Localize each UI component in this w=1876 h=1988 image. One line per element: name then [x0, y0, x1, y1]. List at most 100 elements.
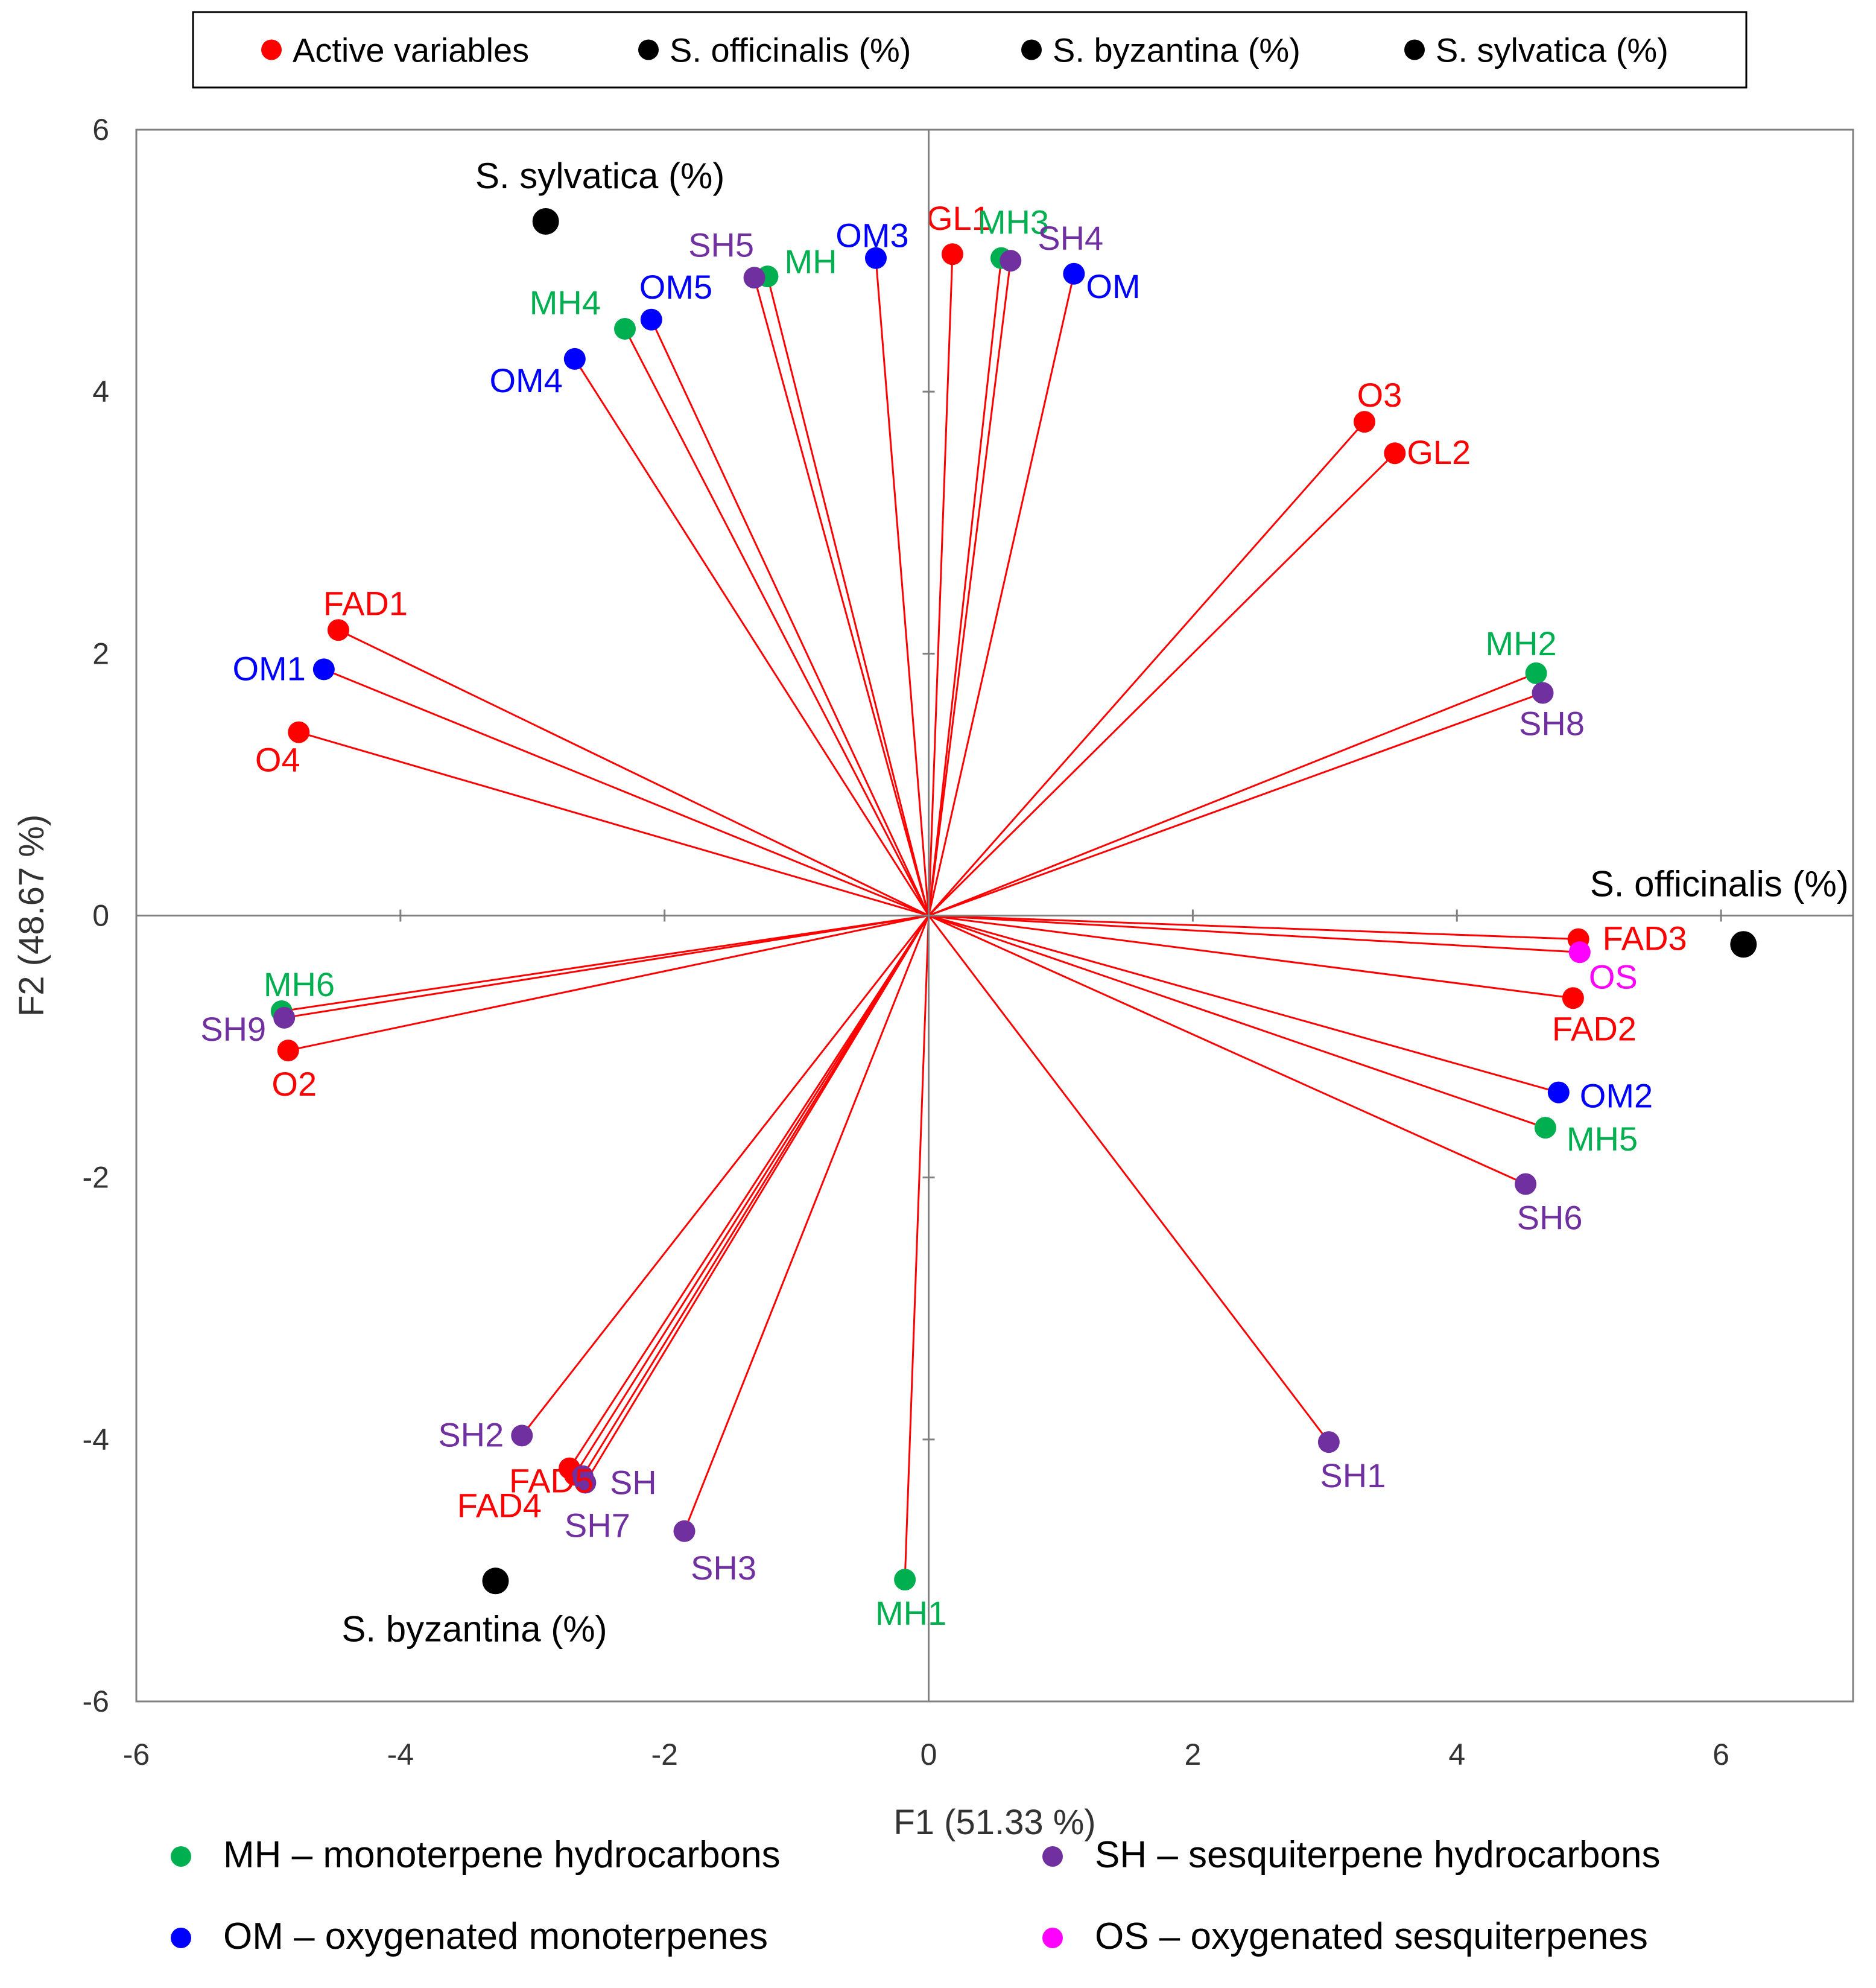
legend-entry-label: S. officinalis (%)	[670, 31, 911, 69]
y-tick-label: -4	[83, 1423, 109, 1456]
vector-mh	[766, 276, 930, 916]
label-om1: OM1	[233, 649, 306, 687]
point-fad1	[327, 619, 349, 641]
point-mh5	[1534, 1117, 1556, 1139]
vector-om4	[574, 358, 930, 916]
point-o3	[1353, 411, 1375, 433]
group-legend-label: OM – oxygenated monoterpenes	[223, 1916, 768, 1957]
point-mh2	[1525, 662, 1547, 684]
point-os	[1568, 941, 1591, 964]
label-sh7: SH7	[565, 1506, 630, 1544]
label-gl2: GL2	[1407, 433, 1471, 471]
group-legend-marker	[171, 1846, 191, 1867]
observation-point	[482, 1567, 509, 1595]
group-legend-label: MH – monoterpene hydrocarbons	[223, 1834, 781, 1876]
group-legend-marker	[1042, 1928, 1063, 1948]
vector-om5	[650, 319, 930, 916]
point-sh7	[574, 1472, 597, 1494]
label-sh2: SH2	[438, 1415, 504, 1453]
label-o2: O2	[271, 1065, 317, 1103]
vector-o4	[298, 731, 929, 916]
vector-mh1	[904, 915, 930, 1580]
vector-mh6	[281, 915, 929, 1012]
point-gl1	[941, 243, 963, 265]
vector-o2	[288, 915, 929, 1052]
point-om	[1063, 262, 1085, 285]
vector-sh6	[928, 915, 1526, 1185]
label-fad5: FAD5	[509, 1462, 594, 1500]
label-mh: MH	[784, 243, 837, 281]
label-om5: OM5	[639, 268, 712, 306]
label-sh8: SH8	[1519, 704, 1585, 742]
group-legend-marker	[171, 1928, 191, 1948]
label-sh: SH	[610, 1464, 657, 1502]
vector-os	[928, 915, 1580, 953]
group-legend-marker	[1042, 1846, 1063, 1867]
vector-gl1	[928, 254, 954, 916]
observation-point	[532, 208, 559, 235]
vector-fad2	[928, 915, 1574, 999]
y-tick-label: 0	[92, 899, 109, 933]
point-om1	[312, 658, 335, 681]
observation-label: S. officinalis (%)	[1590, 863, 1849, 904]
x-tick-label: -2	[651, 1738, 677, 1771]
point-fad2	[1562, 987, 1584, 1009]
vector-sh2	[521, 915, 930, 1437]
point-sh6	[1515, 1173, 1537, 1195]
label-mh4: MH4	[530, 284, 601, 322]
vector-mh3	[928, 258, 1003, 916]
label-gl1: GL1	[927, 199, 990, 237]
observation-label: S. sylvatica (%)	[475, 156, 724, 196]
vector-gl2	[928, 453, 1396, 916]
label-sh6: SH6	[1517, 1199, 1583, 1237]
vector-mh5	[928, 915, 1546, 1129]
x-tick-label: 6	[1713, 1738, 1729, 1771]
label-o3: O3	[1357, 376, 1402, 414]
group-legend-label: SH – sesquiterpene hydrocarbons	[1095, 1834, 1660, 1876]
label-sh5: SH5	[688, 226, 754, 264]
point-mh4	[614, 317, 636, 340]
label-fad2: FAD2	[1552, 1009, 1637, 1047]
point-sh2	[511, 1424, 533, 1447]
label-om2: OM2	[1580, 1077, 1653, 1115]
vector-sh5	[753, 277, 930, 916]
observation-label: S. byzantina (%)	[341, 1609, 607, 1649]
point-om3	[864, 247, 887, 269]
point-sh1	[1317, 1431, 1340, 1453]
vector-mh2	[928, 672, 1537, 916]
label-mh3: MH3	[978, 203, 1049, 241]
x-tick-label: -6	[123, 1738, 150, 1771]
label-mh1: MH1	[875, 1594, 946, 1632]
label-fad1: FAD1	[323, 584, 408, 622]
label-sh4: SH4	[1038, 219, 1103, 257]
label-mh5: MH5	[1567, 1120, 1638, 1158]
vector-fad4	[574, 915, 930, 1476]
point-o4	[288, 721, 310, 743]
vector-om3	[875, 258, 930, 916]
x-axis-title: F1 (51.33 %)	[893, 1803, 1095, 1842]
observation-point	[1730, 931, 1757, 958]
point-om2	[1547, 1081, 1570, 1104]
y-tick-label: -2	[83, 1161, 109, 1195]
point-sh4	[1000, 250, 1022, 272]
group-legend-label: OS – oxygenated sesquiterpenes	[1095, 1916, 1648, 1957]
vector-sh8	[928, 692, 1544, 916]
label-fad3: FAD3	[1603, 919, 1687, 957]
y-tick-label: 2	[92, 637, 109, 670]
label-om4: OM4	[489, 361, 562, 399]
legend-entry-label: Active variables	[293, 31, 529, 69]
vector-sh4	[928, 260, 1012, 916]
point-sh5	[743, 267, 765, 289]
point-gl2	[1384, 442, 1406, 465]
label-sh3: SH3	[691, 1549, 756, 1587]
top-legend-box	[192, 11, 1748, 89]
point-sh3	[673, 1520, 696, 1542]
vector-sh7	[585, 915, 930, 1484]
vector-sh9	[284, 915, 929, 1019]
legend-entry-label: S. byzantina (%)	[1053, 31, 1301, 69]
label-o4: O4	[255, 741, 300, 779]
legend-marker	[638, 39, 659, 60]
vector-o3	[928, 421, 1366, 916]
vector-om2	[928, 915, 1559, 1094]
vector-om1	[323, 668, 930, 916]
